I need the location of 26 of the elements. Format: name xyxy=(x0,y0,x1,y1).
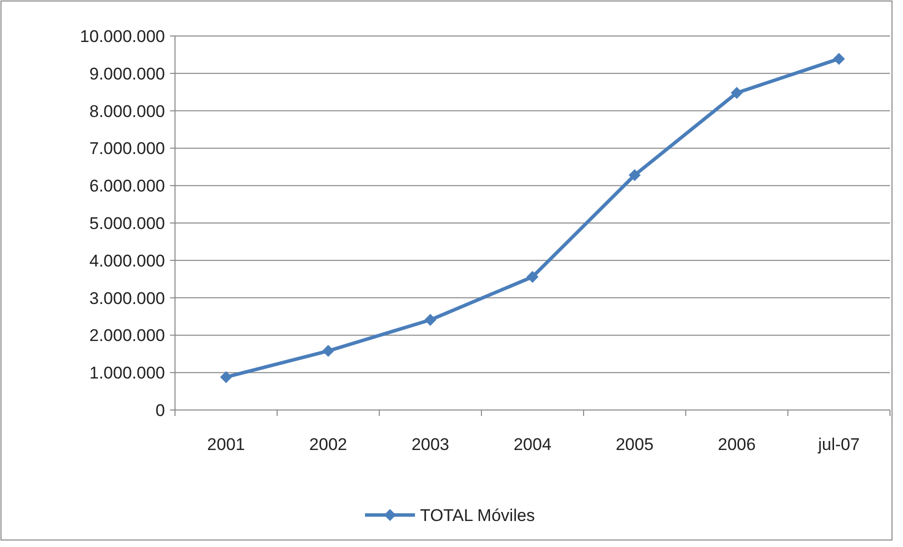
point xyxy=(628,169,641,182)
y-tick-label: 2.000.000 xyxy=(89,326,165,346)
x-tick-label: 2002 xyxy=(309,435,348,454)
y-tick-label: 1.000.000 xyxy=(89,364,165,383)
x-tick-label: jul-07 xyxy=(817,435,860,454)
point xyxy=(424,314,436,326)
point xyxy=(832,52,845,65)
x-tick-label: 2006 xyxy=(718,435,756,454)
x-tick-label: 2005 xyxy=(616,435,654,454)
point xyxy=(322,344,334,357)
x-tick-label: 2003 xyxy=(411,435,450,454)
y-tick-label: 0 xyxy=(156,400,165,420)
y-tick-label: 7.000.000 xyxy=(89,139,165,158)
y-tick-label: 8.000.000 xyxy=(89,102,165,121)
x-tick-label: 2004 xyxy=(514,435,552,454)
y-tick-label: 10.000.000 xyxy=(80,26,165,46)
y-tick-label: 6.000.000 xyxy=(89,176,165,196)
y-tick-label: 4.000.000 xyxy=(89,251,165,270)
x-tick-label: 2001 xyxy=(207,435,245,454)
point xyxy=(220,371,232,384)
point xyxy=(730,86,743,99)
y-tick-label: 9.000.000 xyxy=(89,64,165,84)
y-tick-label: 3.000.000 xyxy=(89,288,165,308)
y-tick-label: 5.000.000 xyxy=(89,214,165,233)
legend-label: TOTAL Móviles xyxy=(420,506,535,525)
point xyxy=(526,270,538,283)
